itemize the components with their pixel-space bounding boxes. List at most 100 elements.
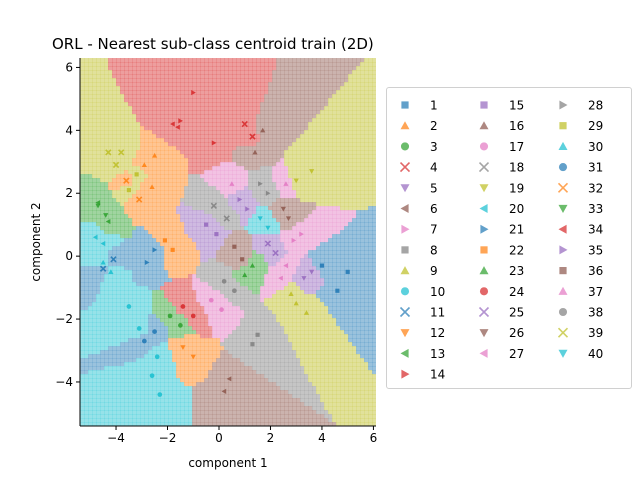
region-cell (212, 114, 217, 119)
region-cell (288, 262, 293, 267)
region-cell (248, 174, 253, 179)
region-cell (116, 314, 121, 319)
region-cell (84, 82, 89, 87)
region-cell (236, 218, 241, 223)
region-cell (304, 214, 309, 219)
region-cell (100, 126, 105, 131)
region-cell (212, 82, 217, 87)
region-cell (148, 210, 153, 215)
region-cell (200, 74, 205, 79)
region-cell (232, 210, 237, 215)
region-cell (144, 306, 149, 311)
region-cell (352, 146, 357, 151)
region-cell (212, 222, 217, 227)
region-cell (252, 138, 257, 143)
region-cell (144, 174, 149, 179)
region-cell (84, 146, 89, 151)
region-cell (304, 266, 309, 271)
region-cell (208, 310, 213, 315)
region-cell (336, 318, 341, 323)
region-cell (200, 222, 205, 227)
region-cell (104, 298, 109, 303)
region-cell (284, 82, 289, 87)
region-cell (360, 114, 365, 119)
region-cell (156, 322, 161, 327)
region-cell (304, 314, 309, 319)
region-cell (232, 74, 237, 79)
region-cell (216, 66, 221, 71)
region-cell (124, 170, 129, 175)
region-cell (264, 174, 269, 179)
region-cell (352, 126, 357, 131)
region-cell (220, 138, 225, 143)
region-cell (324, 62, 329, 67)
region-cell (132, 278, 137, 283)
region-cell (156, 146, 161, 151)
region-cell (184, 322, 189, 327)
region-cell (156, 254, 161, 259)
region-cell (200, 126, 205, 131)
region-cell (172, 86, 177, 91)
region-cell (216, 166, 221, 171)
region-cell (164, 78, 169, 83)
region-cell (152, 142, 157, 147)
region-cell (160, 94, 165, 99)
region-cell (160, 306, 165, 311)
region-cell (316, 210, 321, 215)
region-cell (124, 298, 129, 303)
region-cell (308, 206, 313, 211)
region-cell (372, 106, 376, 111)
region-cell (332, 270, 337, 275)
region-cell (140, 198, 145, 203)
region-cell (248, 90, 253, 95)
region-cell (164, 190, 169, 195)
region-cell (88, 290, 93, 295)
region-cell (256, 226, 261, 231)
region-cell (252, 198, 257, 203)
region-cell (80, 106, 85, 111)
region-cell (220, 126, 225, 131)
region-cell (224, 146, 229, 151)
region-cell (104, 126, 109, 131)
region-cell (332, 314, 337, 319)
region-cell (176, 90, 181, 95)
region-cell (184, 198, 189, 203)
region-cell (284, 58, 289, 63)
region-cell (244, 142, 249, 147)
region-cell (172, 250, 177, 255)
region-cell (344, 226, 349, 231)
region-cell (360, 254, 365, 259)
region-cell (340, 66, 345, 71)
region-cell (164, 274, 169, 279)
region-cell (88, 182, 93, 187)
region-cell (364, 234, 369, 239)
region-cell (332, 202, 337, 207)
region-cell (176, 130, 181, 135)
region-cell (112, 130, 117, 135)
region-cell (300, 278, 305, 283)
region-cell (88, 306, 93, 311)
region-cell (352, 98, 357, 103)
region-cell (368, 138, 373, 143)
region-cell (88, 158, 93, 163)
region-cell (232, 62, 237, 67)
region-cell (324, 246, 329, 251)
region-cell (108, 110, 113, 115)
region-cell (124, 234, 129, 239)
region-cell (264, 262, 269, 267)
region-cell (328, 162, 333, 167)
region-cell (324, 230, 329, 235)
region-cell (256, 98, 261, 103)
region-cell (332, 110, 337, 115)
region-cell (236, 254, 241, 259)
region-cell (136, 114, 141, 119)
region-cell (336, 70, 341, 75)
region-cell (336, 282, 341, 287)
region-cell (324, 94, 329, 99)
region-cell (108, 166, 113, 171)
region-cell (196, 98, 201, 103)
region-cell (124, 266, 129, 271)
region-cell (180, 234, 185, 239)
region-cell (352, 90, 357, 95)
region-cell (256, 202, 261, 207)
